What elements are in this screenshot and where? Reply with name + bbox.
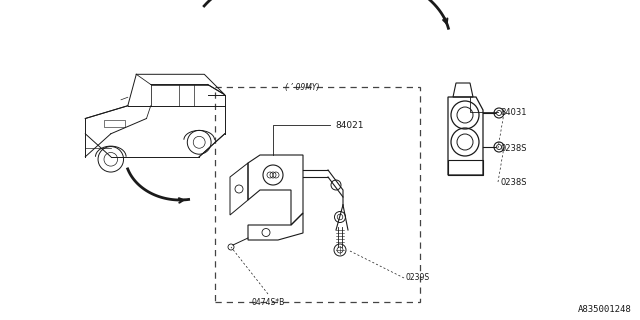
Bar xyxy=(215,87,420,302)
Text: ( ’-09MY): ( ’-09MY) xyxy=(285,83,319,92)
Text: 84031: 84031 xyxy=(500,108,527,116)
Text: A835001248: A835001248 xyxy=(579,305,632,314)
Text: 0239S: 0239S xyxy=(405,274,429,283)
Bar xyxy=(104,120,125,127)
Text: 0474S*B: 0474S*B xyxy=(252,298,285,307)
Text: 0238S: 0238S xyxy=(500,143,527,153)
Text: 0238S: 0238S xyxy=(500,178,527,187)
Text: 84021: 84021 xyxy=(335,121,364,130)
